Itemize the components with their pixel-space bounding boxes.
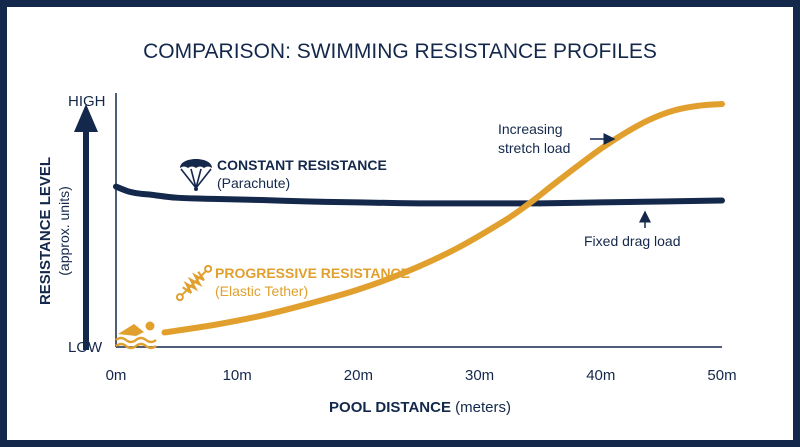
y-axis-arrow	[74, 104, 98, 350]
annotation-stretch-line1: Increasing	[498, 121, 563, 137]
annotation-stretch-line2: stretch load	[498, 140, 570, 156]
x-tick-label: 50m	[707, 367, 736, 384]
y-axis-label: RESISTANCE LEVEL	[37, 157, 54, 305]
x-tick-label: 30m	[465, 367, 494, 384]
series-line-constant	[113, 183, 725, 207]
series-line-progressive	[161, 101, 725, 336]
x-axis-unit: (meters)	[451, 399, 511, 416]
x-tick-label: 20m	[344, 367, 373, 384]
chart-title: COMPARISON: SWIMMING RESISTANCE PROFILES	[143, 40, 657, 63]
legend-progressive-subtitle: (Elastic Tether)	[215, 283, 308, 299]
swimmer-icon	[115, 321, 157, 350]
legend-progressive-name: PROGRESSIVE RESISTANCE	[215, 265, 410, 281]
y-low-label: LOW	[68, 339, 103, 356]
x-tick-label: 10m	[223, 367, 252, 384]
x-axis-label: POOL DISTANCE	[329, 399, 451, 416]
y-axis-sublabel: (approx. units)	[56, 186, 72, 275]
y-high-label: HIGH	[68, 93, 106, 110]
annotation-fixed-drag: Fixed drag load	[584, 233, 681, 249]
x-tick-label: 0m	[106, 367, 127, 384]
legend-constant-name: CONSTANT RESISTANCE	[217, 157, 387, 173]
elastic-tether-icon	[175, 264, 213, 302]
legend-constant-subtitle: (Parachute)	[217, 175, 290, 191]
svg-text:POOL DISTANCE (meters): POOL DISTANCE (meters)	[329, 399, 511, 416]
parachute-icon	[180, 159, 212, 191]
x-tick-label: 40m	[586, 367, 615, 384]
